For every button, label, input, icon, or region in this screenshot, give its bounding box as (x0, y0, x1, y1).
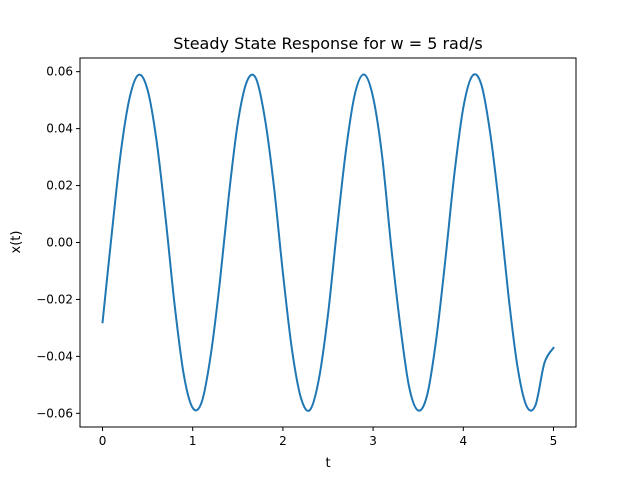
y-tick-label: −0.02 (36, 292, 73, 306)
x-tick-label: 4 (459, 434, 467, 448)
x-tick-label: 1 (189, 434, 197, 448)
series-line (101, 73, 555, 412)
x-axis-label: t (325, 456, 330, 471)
axes-frame (79, 57, 577, 428)
plot-area (101, 73, 555, 412)
y-tick-label: 0.06 (46, 65, 73, 79)
x-tick-label: 5 (550, 434, 558, 448)
x-tick-label: 3 (369, 434, 377, 448)
y-axis-label: x(t) (9, 231, 24, 254)
y-tick-label: 0.04 (46, 122, 73, 136)
x-tick-label: 2 (279, 434, 287, 448)
x-tick-label: 0 (99, 434, 107, 448)
y-tick-label: −0.06 (36, 406, 73, 420)
x-axis-ticks: 0 1 2 3 4 5 (99, 427, 558, 448)
y-axis-ticks: −0.06 −0.04 −0.02 0.00 0.02 0.04 0.06 (36, 65, 80, 420)
y-tick-label: 0.00 (46, 236, 73, 250)
y-tick-label: 0.02 (46, 179, 73, 193)
chart-title: Steady State Response for w = 5 rad/s (173, 34, 482, 53)
y-tick-label: −0.04 (36, 349, 73, 363)
